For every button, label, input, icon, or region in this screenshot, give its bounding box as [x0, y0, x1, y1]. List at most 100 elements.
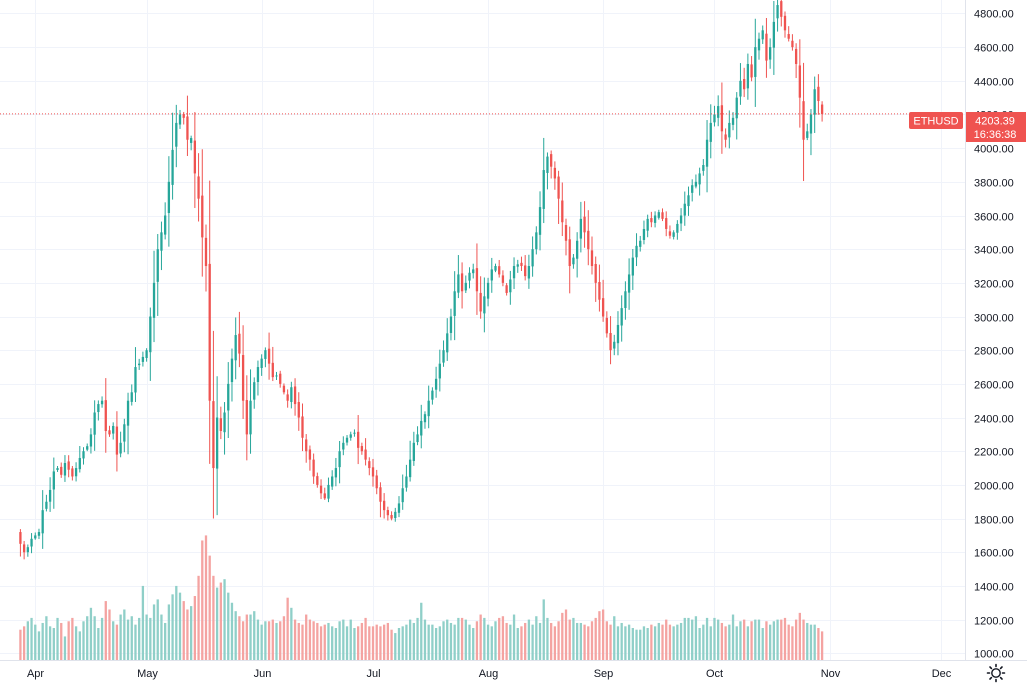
volume-bar [631, 628, 634, 660]
candle-body [78, 457, 81, 470]
candle-body [442, 350, 445, 363]
candle-body [550, 154, 553, 167]
candle-body [93, 412, 96, 435]
volume-bar [338, 621, 341, 660]
x-axis-labels: Apr May Jun Jul Aug Sep Oct Nov Dec [27, 668, 952, 680]
volume-bar [460, 617, 464, 660]
volume-bar [743, 619, 746, 660]
volume-bar [538, 622, 542, 660]
candle-body [338, 451, 341, 468]
volume-bar [149, 617, 152, 660]
candle-body [561, 200, 564, 223]
volume-bar [457, 617, 460, 660]
candle-body [743, 79, 746, 90]
x-tick-label: Jun [254, 668, 272, 680]
candle-body [791, 40, 794, 48]
candle-body [264, 350, 267, 359]
volume-bar [171, 594, 174, 660]
candle-body [382, 500, 386, 511]
candle-body [156, 249, 159, 282]
candle-body [234, 335, 237, 361]
volume-bar [798, 612, 801, 660]
volume-bar [516, 628, 519, 660]
volume-bar [735, 626, 738, 660]
volume-bar [100, 617, 104, 660]
volume-bar [702, 624, 705, 660]
x-tick-label: Dec [932, 668, 952, 680]
settings-gear-icon[interactable] [986, 663, 1006, 683]
candle-body [728, 122, 731, 138]
candle-body [516, 264, 519, 267]
volume-bar [639, 629, 642, 660]
volume-bar [67, 621, 70, 660]
candle-body [171, 149, 174, 185]
candle-body [52, 471, 55, 490]
volume-bar [420, 602, 423, 660]
volume-bar [601, 609, 605, 660]
volume-bar [553, 626, 557, 660]
y-tick-label: 1400.00 [974, 582, 1014, 594]
volume-bar [397, 628, 401, 660]
volume-bar [568, 619, 571, 660]
candle-body [431, 390, 434, 400]
volume-bar [182, 601, 185, 660]
volume-bar [353, 628, 356, 660]
candle-body [67, 461, 70, 470]
candle-body [809, 114, 813, 134]
candle-body [401, 488, 404, 503]
volume-bar [193, 596, 197, 660]
candle-body [204, 237, 208, 267]
symbol-tag[interactable]: ETHUSD [909, 112, 963, 129]
volume-bar [635, 629, 638, 660]
volume-bar [371, 626, 375, 660]
candle-body [679, 215, 683, 224]
candle-body [739, 80, 742, 97]
candle-body [731, 117, 735, 125]
volume-bar [524, 622, 527, 660]
volume-bar [783, 617, 787, 660]
y-tick-label: 1200.00 [974, 616, 1014, 628]
candle-body [115, 426, 119, 455]
volume-bar [546, 617, 549, 660]
candle-body [312, 459, 315, 477]
volume-bar [34, 624, 37, 660]
candle-body [260, 358, 263, 368]
candle-body [564, 225, 568, 241]
volume-bar [130, 616, 133, 660]
candle-body [475, 268, 479, 292]
y-tick-label: 3400.00 [974, 245, 1014, 257]
candle-body [48, 489, 52, 502]
volume-bar [22, 626, 26, 660]
volume-bar [657, 622, 660, 660]
volume-bar [30, 617, 33, 660]
candle-body [201, 195, 204, 238]
candle-body [256, 367, 260, 383]
volume-bar [368, 626, 371, 660]
candle-body [22, 544, 26, 553]
candle-body [97, 404, 100, 413]
candle-body [464, 282, 467, 291]
volume-bar [512, 614, 516, 660]
volume-bar [138, 617, 141, 660]
candle-body [267, 348, 271, 364]
candle-body [19, 532, 22, 544]
volume-bar [52, 628, 55, 660]
volume-bar [761, 628, 764, 660]
volume-bar [668, 624, 672, 660]
candle-body [438, 363, 441, 379]
volume-bar [97, 628, 100, 660]
y-tick-label: 4000.00 [974, 144, 1014, 156]
candle-body [535, 232, 538, 250]
candle-body [420, 420, 423, 436]
volume-bar [672, 626, 675, 660]
volume-bar [691, 619, 694, 660]
volume-bar [665, 619, 668, 660]
candle-body [746, 63, 750, 89]
volume-bar [271, 619, 274, 660]
x-tick-label: May [137, 668, 158, 680]
y-tick-label: 4600.00 [974, 43, 1014, 55]
volume-bar [245, 614, 248, 660]
candle-body [772, 21, 776, 48]
